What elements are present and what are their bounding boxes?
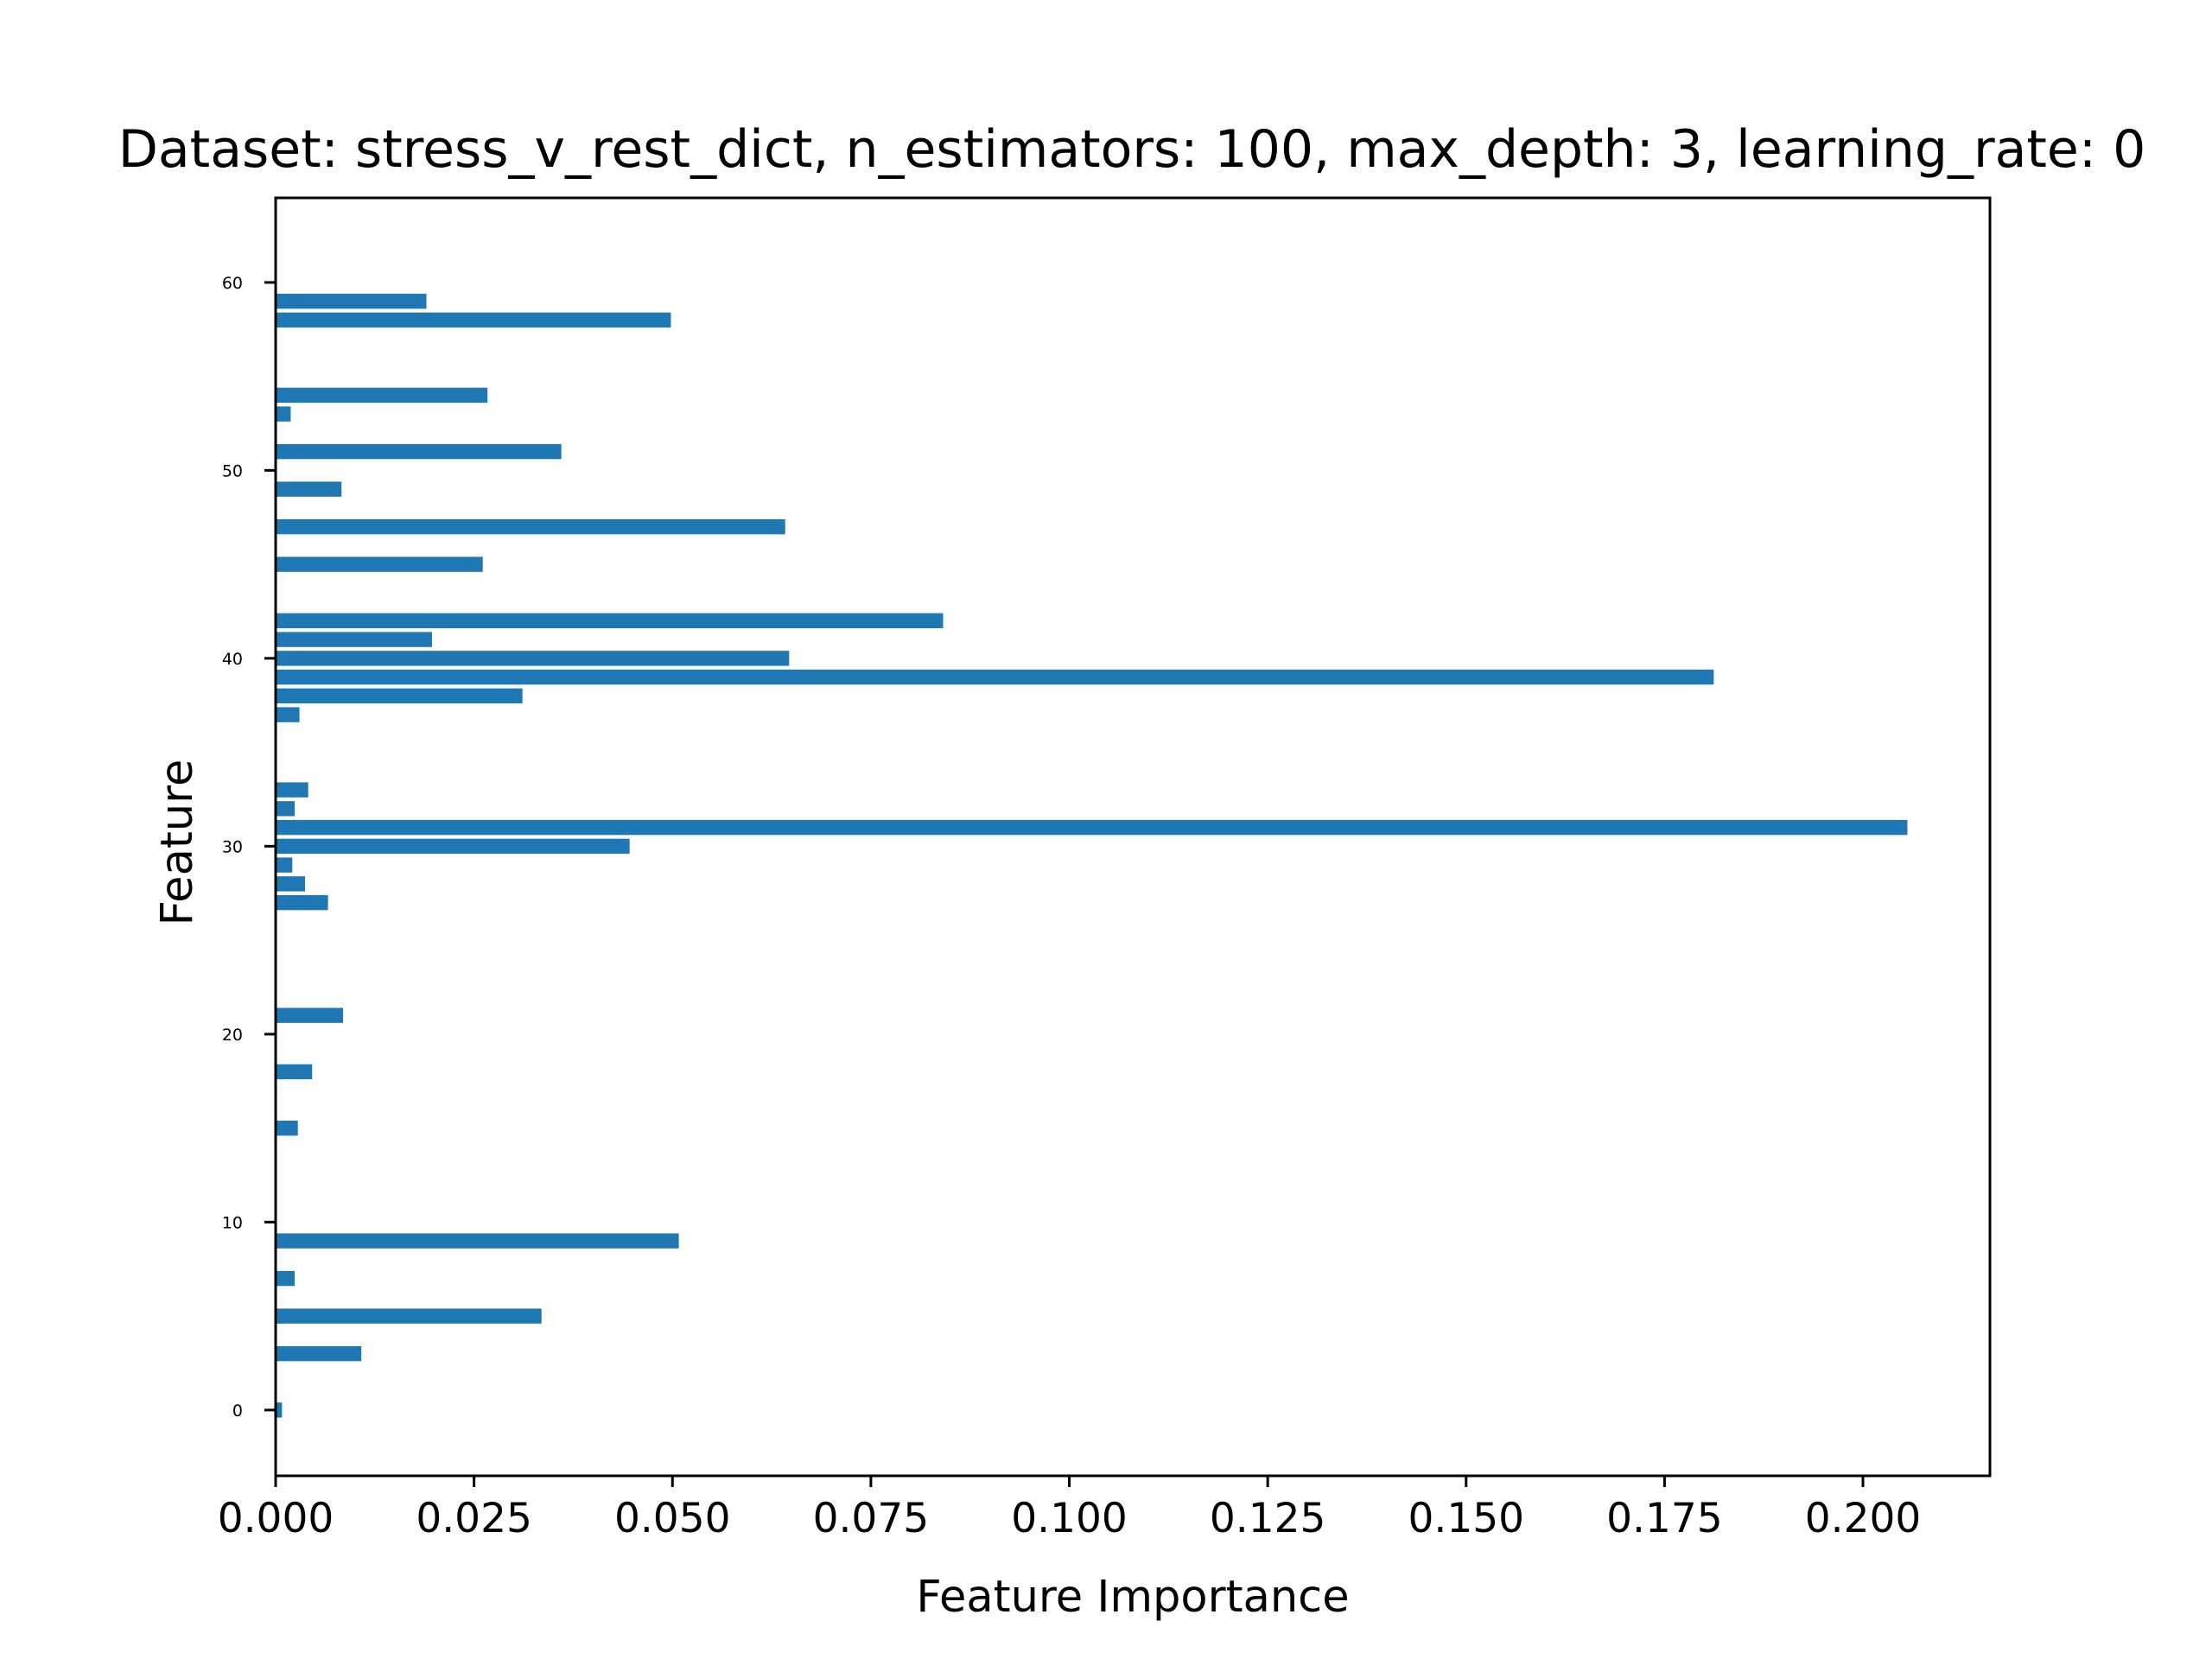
- bar-feature-53: [276, 406, 291, 422]
- bar-feature-32: [276, 801, 296, 817]
- bar-feature-51: [276, 443, 562, 460]
- bar-feature-41: [276, 632, 432, 647]
- bar-feature-59: [276, 293, 427, 309]
- y-tick-label: 10: [222, 1213, 243, 1232]
- x-ticks: 0.000 0.025 0.050 0.075 0.100 0.125 0.150 0.175…: [218, 1476, 1922, 1542]
- y-axis-label: Feature: [152, 760, 203, 926]
- x-tick-label: 0.100: [1011, 1495, 1128, 1542]
- y-tick-label: 30: [222, 837, 243, 856]
- bar-feature-49: [276, 481, 342, 497]
- y-tick-label: 20: [222, 1026, 243, 1045]
- x-axis-label: Feature Importance: [916, 1572, 1349, 1623]
- x-tick-label: 0.150: [1408, 1495, 1524, 1542]
- y-tick-label: 0: [232, 1402, 243, 1421]
- y-tick-label: 60: [222, 274, 243, 293]
- bar-feature-40: [276, 651, 790, 666]
- bar-feature-29: [276, 857, 293, 873]
- bar-feature-28: [276, 876, 305, 892]
- x-tick-label: 0.125: [1210, 1495, 1326, 1542]
- bar-feature-38: [276, 688, 523, 704]
- bar-feature-30: [276, 838, 630, 855]
- x-tick-label: 0.075: [813, 1495, 930, 1542]
- bar-feature-45: [276, 556, 483, 572]
- bar-feature-18: [276, 1064, 313, 1080]
- bar-feature-7: [276, 1270, 296, 1287]
- x-tick-label: 0.050: [614, 1495, 731, 1542]
- bar-feature-31: [276, 819, 1908, 836]
- plot-frame: [274, 196, 1992, 1478]
- y-tick-label: 50: [222, 461, 243, 480]
- bar-feature-33: [276, 782, 308, 798]
- y-ticks: 0 10 20 30 40 50 60: [222, 274, 276, 1421]
- bar-feature-37: [276, 707, 300, 722]
- bar-feature-47: [276, 518, 785, 535]
- x-tick-label: 0.175: [1606, 1495, 1723, 1542]
- bar-feature-58: [276, 312, 671, 328]
- x-tick-label: 0.000: [218, 1495, 334, 1542]
- bars-group: [276, 293, 1908, 1418]
- bar-feature-54: [276, 387, 488, 404]
- bar-feature-0: [276, 1402, 283, 1418]
- bar-feature-15: [276, 1120, 298, 1136]
- bar-feature-5: [276, 1308, 542, 1324]
- bar-feature-42: [276, 613, 944, 629]
- bar-feature-21: [276, 1007, 344, 1023]
- x-tick-label: 0.200: [1805, 1495, 1922, 1542]
- y-tick-label: 40: [222, 650, 243, 669]
- bar-feature-27: [276, 894, 328, 911]
- bar-feature-9: [276, 1233, 679, 1249]
- bar-feature-3: [276, 1345, 362, 1362]
- bar-feature-39: [276, 669, 1714, 685]
- chart-title: Dataset: stress_v_rest_dict, n_estimator…: [118, 119, 2146, 180]
- x-tick-label: 0.025: [416, 1495, 532, 1542]
